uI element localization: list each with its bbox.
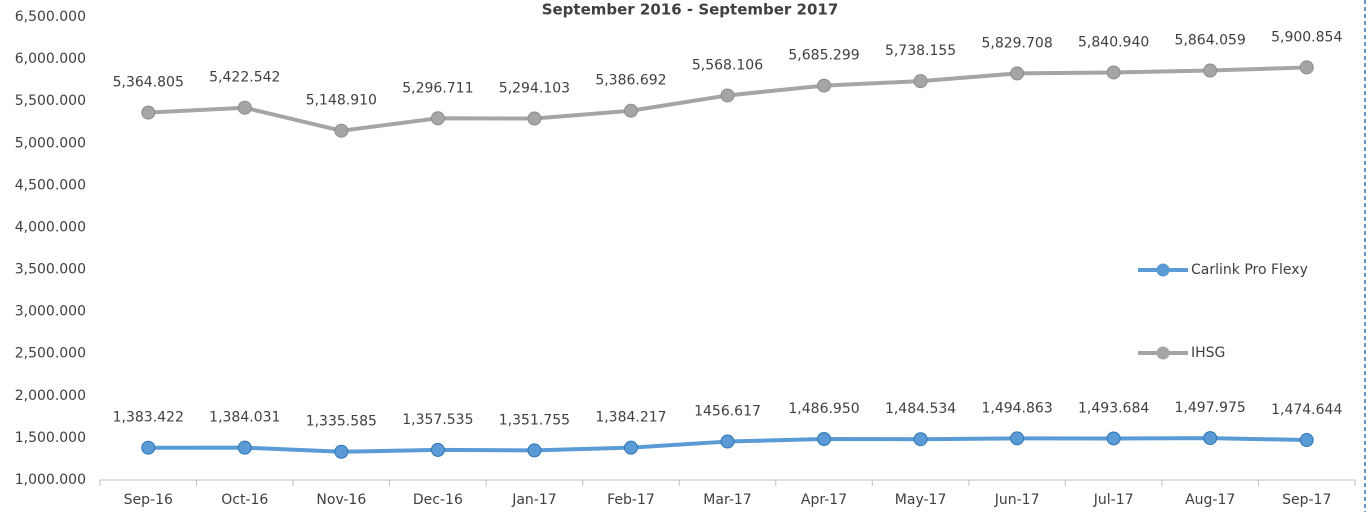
point — [237, 440, 252, 455]
point — [527, 443, 542, 458]
x-tick-label: Aug-17 — [1185, 492, 1235, 508]
x-tick-label: Jun-17 — [994, 492, 1040, 508]
y-tick-label: 6,500.000 — [15, 9, 86, 25]
point — [817, 432, 832, 447]
data-label: 1,383.422 — [113, 410, 184, 426]
chart-title: September 2016 - September 2017 — [542, 1, 839, 19]
legend-label: Carlink Pro Flexy — [1191, 262, 1308, 278]
point — [623, 440, 638, 455]
y-tick-label: 4,500.000 — [15, 177, 86, 193]
data-label: 5,364.805 — [113, 75, 184, 91]
point — [720, 434, 735, 449]
data-label: 1,384.031 — [209, 410, 280, 426]
point — [1299, 60, 1314, 75]
point — [623, 103, 638, 118]
x-tick-label: Apr-17 — [801, 492, 847, 508]
y-tick-label: 5,500.000 — [15, 93, 86, 109]
data-label: 5,829.708 — [981, 35, 1052, 51]
x-tick-label: Feb-17 — [607, 492, 655, 508]
data-label: 1,357.535 — [402, 412, 473, 428]
data-label: 5,685.299 — [788, 48, 859, 64]
point — [334, 123, 349, 138]
y-tick-label: 3,000.000 — [15, 304, 86, 320]
legend-label: IHSG — [1191, 345, 1225, 361]
data-label: 1456.617 — [694, 404, 761, 420]
data-label: 5,422.542 — [209, 70, 280, 86]
data-label: 5,294.103 — [499, 81, 570, 97]
point — [237, 100, 252, 115]
y-tick-label: 2,500.000 — [15, 346, 86, 362]
data-label: 1,335.585 — [306, 414, 377, 430]
point — [913, 74, 928, 89]
data-label: 1,351.755 — [499, 412, 570, 428]
data-label: 5,148.910 — [306, 93, 377, 109]
x-tick-label: Dec-16 — [413, 492, 463, 508]
data-label: 5,386.692 — [595, 73, 666, 89]
y-tick-label: 4,000.000 — [15, 219, 86, 235]
x-tick-label: Jan-17 — [511, 492, 556, 508]
point — [1010, 66, 1025, 81]
x-tick-label: Jul-17 — [1093, 492, 1134, 508]
x-tick-label: Sep-16 — [124, 492, 173, 508]
y-tick-label: 1,500.000 — [15, 430, 86, 446]
data-label: 5,296.711 — [402, 80, 473, 96]
data-label: 5,738.155 — [885, 43, 956, 59]
data-label: 5,900.854 — [1271, 29, 1342, 45]
data-label: 1,494.863 — [981, 400, 1052, 416]
point — [141, 105, 156, 120]
point — [1010, 431, 1025, 446]
point — [527, 111, 542, 126]
x-tick-label: Sep-17 — [1282, 492, 1331, 508]
data-label: 1,486.950 — [788, 401, 859, 417]
data-label: 1,497.975 — [1175, 400, 1246, 416]
y-tick-label: 1,000.000 — [15, 472, 86, 488]
y-tick-label: 3,500.000 — [15, 262, 86, 278]
point — [141, 440, 156, 455]
data-label: 5,864.059 — [1175, 33, 1246, 49]
point — [1203, 431, 1218, 446]
point — [334, 444, 349, 459]
legend-marker — [1156, 346, 1170, 360]
y-tick-label: 5,000.000 — [15, 135, 86, 151]
point — [1106, 431, 1121, 446]
data-label: 1,484.534 — [885, 401, 956, 417]
point — [1106, 65, 1121, 80]
data-label: 5,840.940 — [1078, 34, 1149, 50]
y-tick-label: 2,000.000 — [15, 388, 86, 404]
point — [1203, 63, 1218, 78]
x-tick-label: Nov-16 — [316, 492, 366, 508]
point — [1299, 433, 1314, 448]
x-tick-label: Mar-17 — [703, 492, 751, 508]
point — [720, 88, 735, 103]
point — [430, 442, 445, 457]
y-tick-label: 6,000.000 — [15, 51, 86, 67]
data-label: 5,568.106 — [692, 57, 763, 73]
legend-marker — [1156, 263, 1170, 277]
data-label: 1,474.644 — [1271, 402, 1342, 418]
x-tick-label: Oct-16 — [221, 492, 268, 508]
point — [817, 78, 832, 93]
data-label: 1,384.217 — [595, 410, 666, 426]
x-tick-label: May-17 — [895, 492, 947, 508]
point — [430, 111, 445, 126]
point — [913, 432, 928, 447]
data-label: 1,493.684 — [1078, 400, 1149, 416]
